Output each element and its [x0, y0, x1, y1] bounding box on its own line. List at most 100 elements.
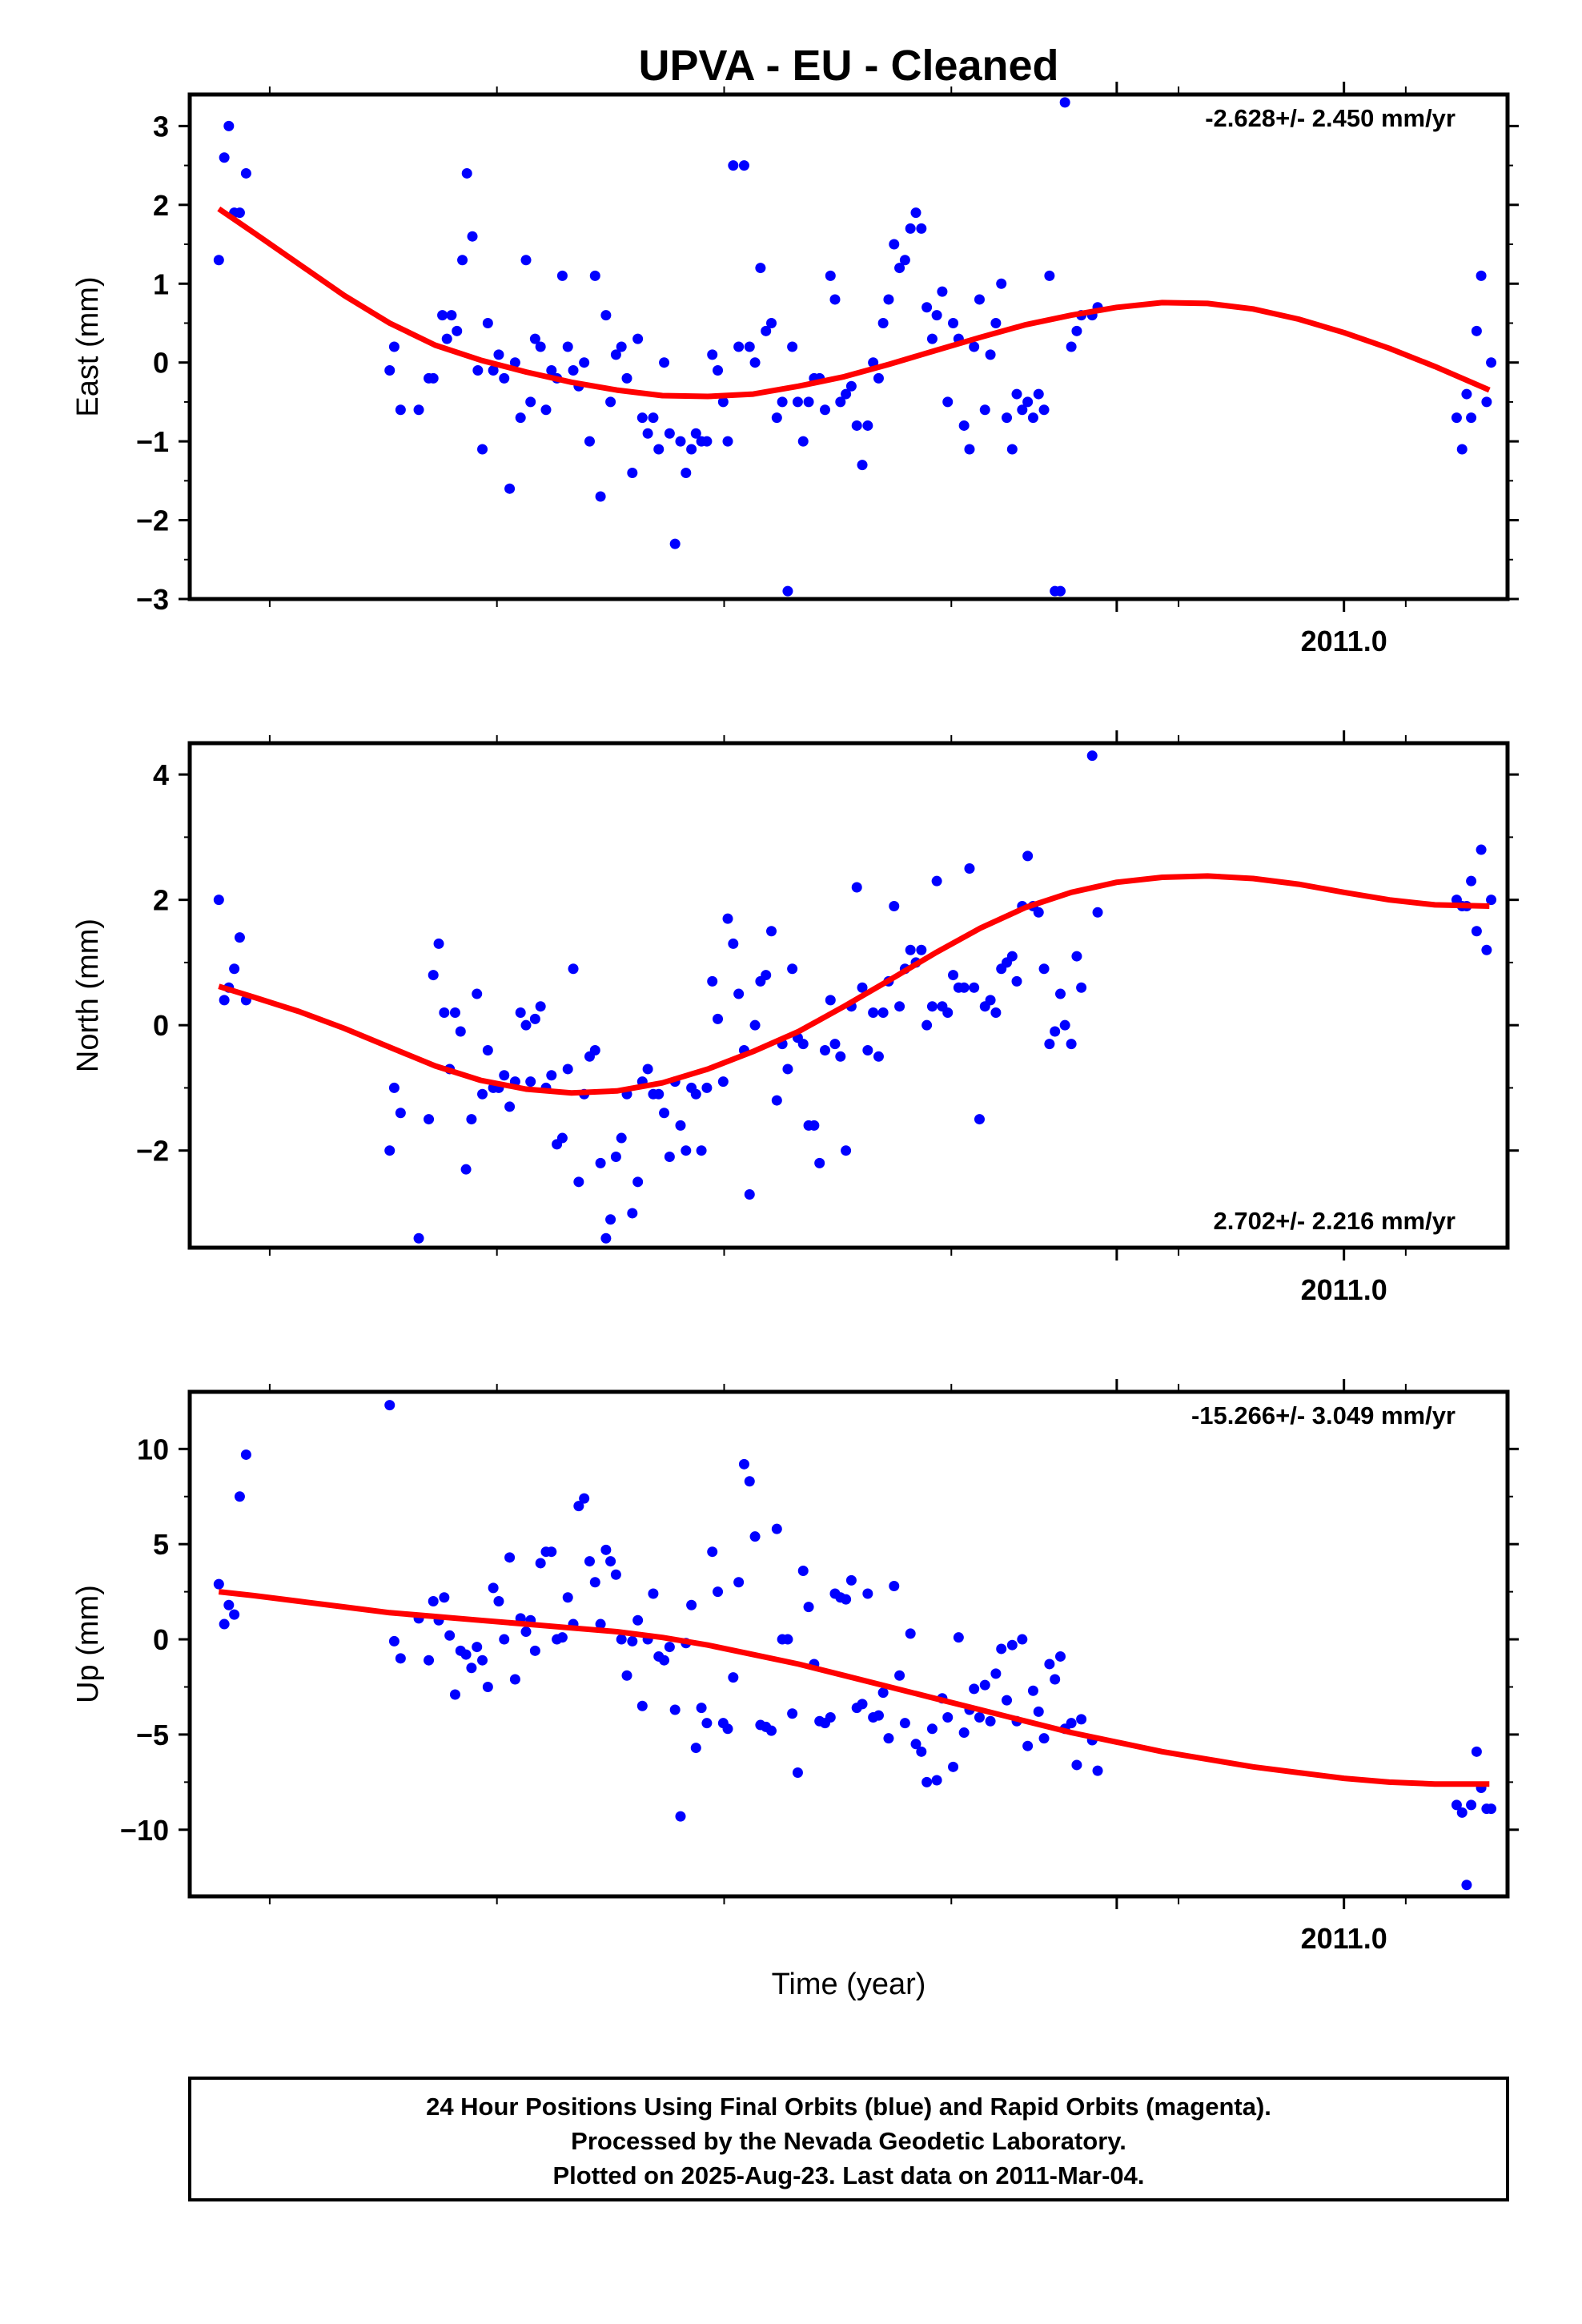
data-point	[1044, 1659, 1055, 1670]
data-point	[1059, 97, 1070, 108]
data-point	[1071, 325, 1082, 336]
data-point	[424, 1655, 435, 1666]
data-point	[573, 1176, 584, 1188]
data-point	[653, 1088, 665, 1100]
data-point	[460, 1164, 472, 1175]
data-point	[713, 1013, 724, 1024]
data-point	[388, 1635, 400, 1647]
data-point	[584, 1556, 595, 1567]
data-point	[568, 963, 579, 975]
data-point	[669, 538, 681, 549]
data-point	[472, 365, 484, 376]
y-tick-label: −3	[136, 583, 169, 616]
data-point	[600, 1544, 612, 1555]
data-point	[1466, 875, 1477, 887]
data-point	[990, 1007, 1002, 1019]
data-point	[1011, 388, 1022, 400]
data-point	[556, 1632, 568, 1643]
panel-frame	[187, 92, 1510, 601]
data-point	[819, 1044, 830, 1055]
y-tick-label: −10	[120, 1814, 169, 1847]
data-point	[229, 1609, 240, 1620]
data-point	[1054, 1651, 1066, 1662]
data-point	[690, 428, 701, 439]
data-point	[744, 1188, 755, 1200]
data-point	[509, 357, 520, 368]
y-axis-label: Up (mm)	[71, 1585, 105, 1703]
data-point	[985, 1715, 996, 1727]
data-point	[546, 365, 557, 376]
data-point	[488, 365, 499, 376]
data-point	[520, 1019, 532, 1031]
data-point	[841, 388, 852, 400]
data-point	[787, 963, 798, 975]
data-point	[921, 1019, 933, 1031]
data-point	[845, 1574, 857, 1586]
data-point	[1038, 1733, 1050, 1744]
data-point	[1471, 926, 1482, 937]
caption-box: 24 Hour Positions Using Final Orbits (bl…	[188, 2077, 1509, 2201]
data-point	[616, 341, 627, 352]
data-point	[642, 1063, 653, 1075]
data-point	[499, 1070, 510, 1081]
data-point	[1050, 1026, 1061, 1037]
data-point	[452, 325, 463, 336]
data-point	[845, 380, 857, 392]
data-point	[916, 944, 927, 955]
data-point	[1022, 1740, 1034, 1751]
data-point	[504, 1101, 516, 1112]
data-point	[675, 1811, 686, 1822]
data-point	[446, 310, 457, 321]
data-point	[621, 1670, 632, 1681]
data-point	[948, 1761, 959, 1772]
data-point	[444, 1630, 456, 1641]
y-tick-label: −1	[136, 425, 169, 458]
data-point	[916, 1746, 927, 1757]
y-tick-label: −5	[136, 1719, 169, 1751]
data-point	[733, 341, 745, 352]
data-point	[738, 160, 749, 171]
data-point	[642, 428, 653, 439]
data-point	[777, 396, 788, 408]
data-points	[213, 1400, 1497, 1891]
data-point	[1002, 412, 1013, 424]
data-point	[825, 270, 836, 281]
data-point	[428, 970, 439, 981]
data-point	[1466, 1799, 1477, 1811]
data-point	[948, 317, 959, 328]
data-point	[857, 982, 868, 993]
data-point	[449, 1689, 460, 1700]
data-point	[1486, 1803, 1497, 1815]
data-point	[669, 1704, 681, 1715]
data-point	[1059, 1019, 1070, 1031]
data-point	[990, 1668, 1002, 1679]
data-point	[437, 310, 448, 321]
data-point	[931, 310, 942, 321]
data-point	[862, 1044, 873, 1055]
data-point	[627, 1635, 638, 1647]
data-point	[686, 1599, 697, 1610]
data-point	[223, 1599, 235, 1610]
data-point	[942, 1712, 954, 1723]
data-point	[384, 365, 396, 376]
data-point	[1076, 1714, 1087, 1725]
data-point	[1471, 325, 1482, 336]
data-point	[1038, 404, 1050, 416]
data-point	[868, 1007, 879, 1019]
data-point	[449, 1007, 460, 1019]
data-point	[213, 255, 224, 266]
data-point	[1022, 396, 1034, 408]
y-tick-label: 4	[153, 758, 169, 791]
y-tick-label: −2	[136, 505, 169, 537]
data-point	[761, 970, 772, 981]
data-point	[797, 436, 809, 447]
data-point	[579, 1493, 590, 1504]
data-point	[482, 1681, 493, 1692]
data-point	[701, 1082, 713, 1093]
data-point	[460, 1649, 472, 1660]
data-point	[889, 1580, 900, 1591]
data-point	[520, 1626, 532, 1638]
data-point	[461, 167, 472, 179]
data-point	[1476, 270, 1487, 281]
data-point	[240, 1449, 251, 1460]
